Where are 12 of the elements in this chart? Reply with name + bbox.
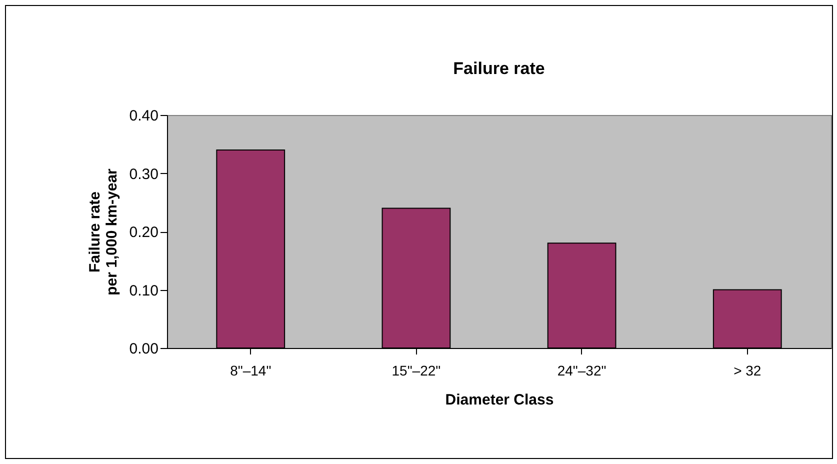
y-tick-label: 0.10 bbox=[129, 282, 158, 300]
x-axis-title: Diameter Class bbox=[445, 392, 554, 408]
y-axis-title: Failure rate per 1,000 km-year bbox=[86, 168, 120, 296]
x-tick-label: 24"–32" bbox=[557, 362, 606, 378]
y-tick-label: 0.40 bbox=[129, 108, 158, 124]
y-tick-label: 0.00 bbox=[129, 340, 158, 358]
x-tick-label: 8"–14" bbox=[230, 362, 272, 378]
x-tick-label: > 32 bbox=[734, 362, 762, 378]
y-tick-label: 0.20 bbox=[129, 224, 158, 241]
x-tick-label: 15"–22" bbox=[392, 362, 441, 378]
chart-title: Failure rate bbox=[453, 59, 545, 78]
y-tick-label: 0.30 bbox=[129, 166, 158, 183]
